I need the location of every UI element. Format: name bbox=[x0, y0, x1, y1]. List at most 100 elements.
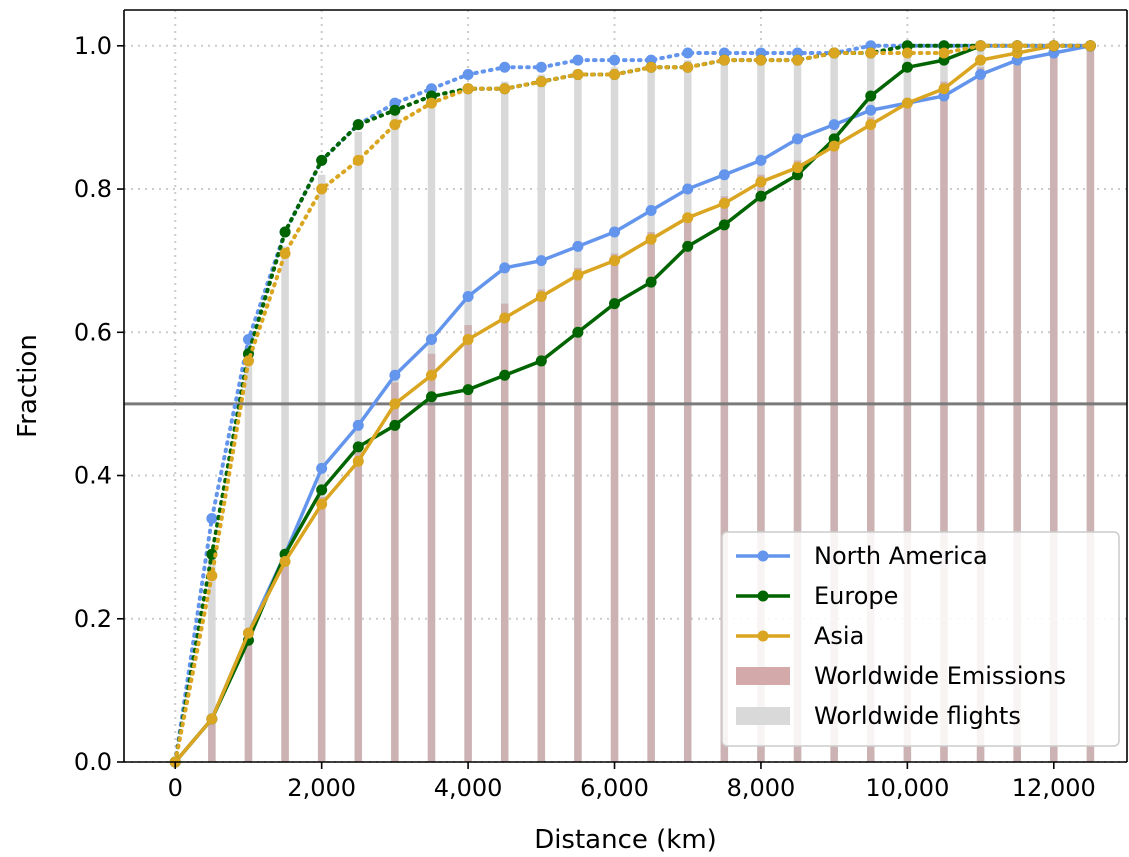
bar-emissions bbox=[208, 719, 216, 762]
point-asia-emissions bbox=[609, 255, 621, 267]
bar-emissions bbox=[830, 138, 838, 762]
point-europe-emissions bbox=[352, 441, 364, 453]
series-line-europe-flights bbox=[173, 43, 1093, 764]
point-asia-flights bbox=[499, 83, 511, 95]
bar-flights bbox=[281, 246, 289, 763]
point-north-america-flights bbox=[682, 47, 694, 59]
point-asia-emissions bbox=[535, 290, 547, 302]
point-europe-emissions bbox=[572, 326, 584, 338]
bar-emissions bbox=[500, 303, 509, 762]
point-asia-emissions bbox=[425, 369, 437, 381]
point-europe-flights bbox=[389, 104, 401, 116]
x-tick-label: 10,000 bbox=[865, 774, 949, 802]
point-europe-emissions bbox=[425, 391, 437, 403]
point-north-america-emissions bbox=[572, 240, 584, 252]
point-asia-flights bbox=[535, 76, 547, 88]
point-asia-flights bbox=[1084, 40, 1096, 52]
legend-swatch-marker bbox=[757, 590, 769, 602]
point-asia-flights bbox=[901, 47, 913, 59]
legend-label: Asia bbox=[814, 622, 864, 650]
point-asia-flights bbox=[352, 154, 364, 166]
point-asia-emissions bbox=[242, 627, 254, 639]
point-asia-flights bbox=[462, 83, 474, 95]
axes bbox=[117, 9, 1128, 769]
bar-emissions bbox=[537, 289, 546, 762]
bar-emissions bbox=[610, 253, 619, 762]
point-europe-emissions bbox=[865, 90, 877, 102]
legend-swatch-patch bbox=[736, 707, 790, 725]
y-tick-label: 0.8 bbox=[74, 175, 112, 203]
point-asia-flights bbox=[316, 183, 328, 195]
x-tick-label: 2,000 bbox=[287, 774, 356, 802]
point-europe-flights bbox=[352, 119, 364, 131]
series-line-asia-flights bbox=[173, 43, 1093, 764]
bar-emissions bbox=[720, 196, 729, 762]
point-asia-emissions bbox=[279, 555, 291, 567]
point-asia-flights bbox=[975, 40, 987, 52]
y-tick-label: 0.0 bbox=[74, 748, 112, 776]
y-tick-label: 0.6 bbox=[74, 318, 112, 346]
point-asia-flights bbox=[865, 47, 877, 59]
point-asia-flights bbox=[645, 61, 657, 73]
point-europe-emissions bbox=[901, 61, 913, 73]
legend-swatch-patch bbox=[736, 667, 790, 685]
point-north-america-emissions bbox=[389, 369, 401, 381]
bar-flights bbox=[244, 360, 253, 762]
series-line-europe-emissions bbox=[173, 44, 1091, 764]
legend-label: North America bbox=[814, 542, 988, 570]
point-north-america-emissions bbox=[462, 290, 474, 302]
point-europe-emissions bbox=[389, 419, 401, 431]
x-tick-label: 0 bbox=[168, 774, 183, 802]
point-asia-flights bbox=[1011, 40, 1023, 52]
bar-emissions bbox=[317, 497, 326, 762]
point-north-america-emissions bbox=[499, 262, 511, 274]
point-asia-emissions bbox=[462, 333, 474, 345]
point-asia-emissions bbox=[865, 119, 877, 131]
y-tick-label: 0.4 bbox=[74, 462, 112, 490]
point-north-america-emissions bbox=[352, 419, 364, 431]
point-europe-emissions bbox=[645, 276, 657, 288]
point-asia-emissions bbox=[682, 212, 694, 224]
point-north-america-emissions bbox=[792, 133, 804, 145]
point-asia-flights bbox=[682, 61, 694, 73]
point-asia-emissions bbox=[316, 498, 328, 510]
point-asia-emissions bbox=[572, 269, 584, 281]
bar-emissions bbox=[1013, 52, 1021, 762]
x-tick-label: 4,000 bbox=[434, 774, 503, 802]
bar-emissions bbox=[391, 382, 399, 762]
point-europe-emissions bbox=[682, 240, 694, 252]
point-asia-emissions bbox=[792, 162, 804, 174]
bar-emissions bbox=[281, 554, 289, 762]
legend-label: Worldwide Emissions bbox=[814, 662, 1066, 690]
point-north-america-emissions bbox=[755, 154, 767, 166]
point-north-america-emissions bbox=[718, 169, 730, 181]
point-asia-emissions bbox=[975, 54, 987, 66]
point-asia-flights bbox=[792, 54, 804, 66]
point-europe-emissions bbox=[535, 355, 547, 367]
point-asia-emissions bbox=[389, 398, 401, 410]
point-asia-emissions bbox=[718, 197, 730, 209]
point-europe-flights bbox=[316, 154, 328, 166]
x-tick-label: 12,000 bbox=[1012, 774, 1096, 802]
legend-label: Worldwide flights bbox=[814, 702, 1021, 730]
legend: North America Europe Asia Worldwide Emissio… bbox=[721, 531, 1120, 747]
point-asia-flights bbox=[572, 68, 584, 80]
point-europe-emissions bbox=[462, 384, 474, 396]
y-tick-label: 0.2 bbox=[74, 605, 112, 633]
point-north-america-flights bbox=[462, 68, 474, 80]
point-asia-flights bbox=[938, 47, 950, 59]
bar-emissions bbox=[574, 267, 582, 762]
point-north-america-flights bbox=[609, 54, 621, 66]
point-north-america-emissions bbox=[828, 119, 840, 131]
bar-flights bbox=[208, 554, 216, 762]
point-europe-emissions bbox=[316, 484, 328, 496]
bar-emissions bbox=[757, 174, 765, 762]
bar-emissions bbox=[940, 81, 948, 763]
point-north-america-flights bbox=[535, 61, 547, 73]
point-asia-emissions bbox=[901, 97, 913, 109]
legend-box bbox=[721, 531, 1120, 747]
point-north-america-flights bbox=[572, 54, 584, 66]
bar-emissions bbox=[354, 446, 363, 762]
point-asia-flights bbox=[1048, 40, 1060, 52]
